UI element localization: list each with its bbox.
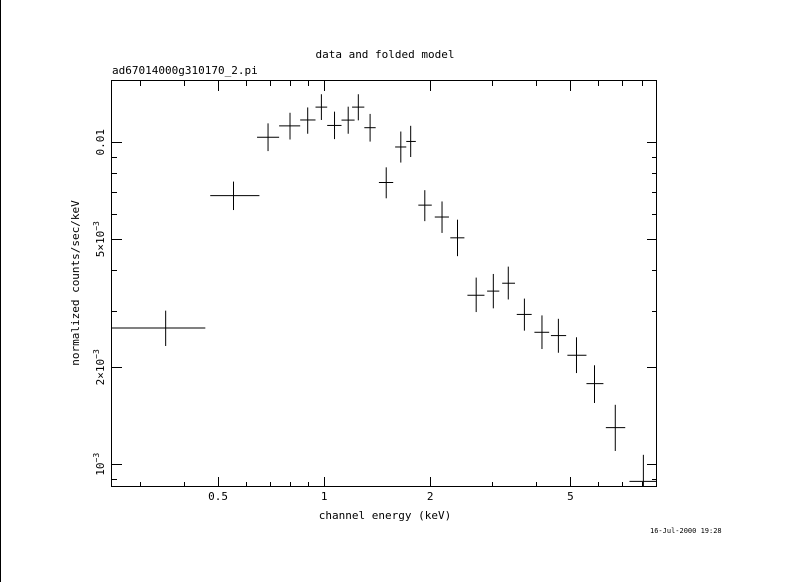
x-axis-label: channel energy (keV) [319,509,451,522]
y-tick-label: 2×10−3 [92,349,107,385]
data-point [341,106,355,134]
minor-ticks [112,81,657,487]
major-ticks [112,81,657,487]
y-tick-label: 0.01 [94,129,107,156]
data-point [487,273,500,309]
data-point [300,107,316,134]
y-tick-labels: 10−3 2×10−3 5×10−3 0.01 [92,129,107,476]
data-point [327,111,342,140]
data-point [502,266,516,300]
data-point [418,190,432,222]
chart-title: data and folded model [315,48,454,61]
data-point [406,125,416,158]
data-point [210,181,260,211]
chart-subtitle: ad67014000g310170_2.pi [112,64,258,77]
data-points [112,94,657,487]
left-border [0,0,1,582]
data-point [352,94,365,121]
x-tick-label: 2 [427,490,434,503]
data-point [605,404,626,451]
data-point [364,113,376,142]
x-tick-labels: 0.5 1 2 5 [208,490,574,503]
data-point [378,167,394,199]
x-tick-label: 0.5 [208,490,228,503]
y-tick-label: 5×10−3 [92,221,107,257]
data-point [567,337,587,374]
x-tick-label: 5 [567,490,574,503]
data-point [586,365,604,403]
data-point [257,123,280,152]
x-tick-label: 1 [321,490,328,503]
plot-frame [111,80,657,487]
y-axis-label: normalized counts/sec/keV [69,200,82,366]
data-point [112,310,206,346]
data-point [279,112,301,140]
data-point [629,454,657,487]
y-tick-label: 10−3 [92,453,107,476]
data-point [516,298,532,331]
data-point [550,318,567,353]
data-point [315,94,328,120]
timestamp: 16-Jul-2000 19:28 [650,527,722,535]
data-point [467,277,485,313]
data-point [450,219,465,257]
data-point [534,315,550,350]
data-point [434,201,449,233]
data-point [395,131,407,163]
